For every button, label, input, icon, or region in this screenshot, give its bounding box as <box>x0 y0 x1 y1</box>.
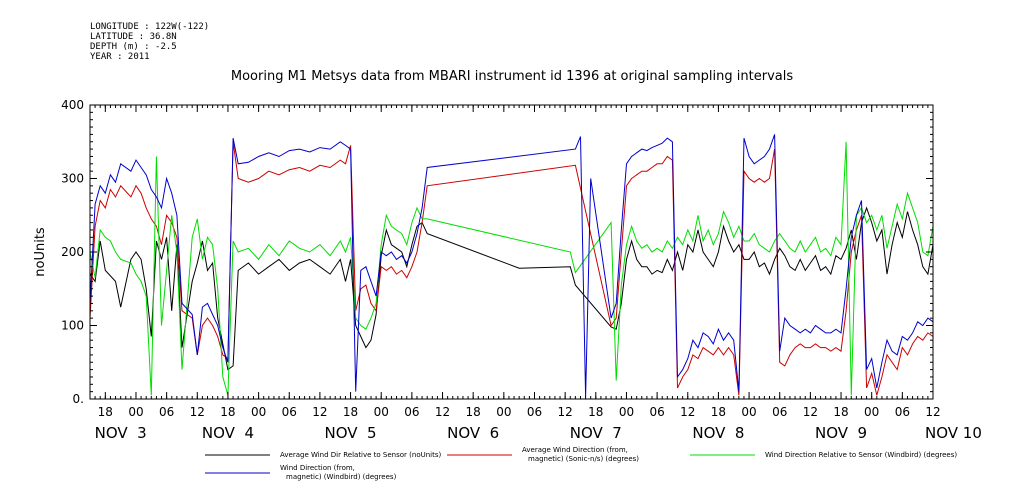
metadata-block: LONGITUDE : 122W(-122) LATITUDE : 36.8N … <box>90 22 209 62</box>
chart-title: Mooring M1 Metsys data from MBARI instru… <box>231 69 793 84</box>
legend: Average Wind Dir Relative to Sensor (noU… <box>205 446 957 481</box>
x-day-label: NOV 8 <box>692 424 744 442</box>
x-tick-label: 06 <box>772 405 787 419</box>
x-tick-label: 00 <box>496 405 511 419</box>
axes-layer: 18 00 06 12 18 00 06 12 18 00 06 12 18 00 06 12 18 00 06 12… <box>61 98 982 442</box>
x-tick-label: 12 <box>312 405 327 419</box>
x-tick-label: 18 <box>588 405 603 419</box>
x-day-label: NOV 9 <box>815 424 867 442</box>
x-day-label: NOV 3 <box>95 424 147 442</box>
x-tick-label: 12 <box>680 405 695 419</box>
y-tick-label: 100 <box>61 319 84 333</box>
x-day-label: NOV 7 <box>570 424 622 442</box>
legend-label-4: magnetic) (Windbird) (degrees) <box>286 473 397 481</box>
x-tick-label: 12 <box>558 405 573 419</box>
series-line-3 <box>89 141 934 396</box>
x-tick-label: 06 <box>527 405 542 419</box>
meta-depth: DEPTH (m) : -2.5 <box>90 42 177 52</box>
legend-label-1: Average Wind Dir Relative to Sensor (noU… <box>280 451 441 459</box>
series-layer <box>89 134 934 397</box>
y-tick-label: 300 <box>61 172 84 186</box>
x-tick-label: 18 <box>466 405 481 419</box>
legend-label-2: magnetic) (Sonic-n/s) (degrees) <box>528 455 639 463</box>
x-tick-label: 12 <box>803 405 818 419</box>
x-tick-label: 18 <box>220 405 235 419</box>
x-tick-label: 00 <box>251 405 266 419</box>
x-tick-label: 12 <box>435 405 450 419</box>
x-tick-label: 12 <box>925 405 940 419</box>
plot-frame <box>89 104 934 400</box>
x-tick-label: 06 <box>649 405 664 419</box>
y-tick-label: 200 <box>61 245 84 259</box>
meta-longitude: LONGITUDE : 122W(-122) <box>90 22 209 32</box>
meta-latitude: LATITUDE : 36.8N <box>90 32 177 42</box>
x-tick-label: 00 <box>741 405 756 419</box>
x-tick-label: 18 <box>833 405 848 419</box>
x-tick-label: 18 <box>711 405 726 419</box>
x-tick-label: 00 <box>128 405 143 419</box>
x-tick-label: 06 <box>159 405 174 419</box>
x-day-label: NOV 5 <box>325 424 377 442</box>
x-day-label: NOV 10 <box>925 424 982 442</box>
y-tick-label: 400 <box>61 98 84 112</box>
series-line-4 <box>89 134 934 397</box>
x-tick-label: 06 <box>404 405 419 419</box>
x-day-label: NOV 6 <box>447 424 499 442</box>
y-axis-label: noUnits <box>33 227 48 277</box>
meta-year: YEAR : 2011 <box>90 52 150 62</box>
x-tick-label: 00 <box>864 405 879 419</box>
x-tick-label: 18 <box>98 405 113 419</box>
y-tick-label: 0. <box>73 392 84 406</box>
x-tick-label: 06 <box>282 405 297 419</box>
legend-label-4: Wind Direction (from, <box>280 464 355 472</box>
x-tick-label: 00 <box>374 405 389 419</box>
x-day-label: NOV 4 <box>202 424 254 442</box>
x-tick-label: 18 <box>343 405 358 419</box>
legend-label-3: Wind Direction Relative to Sensor (Windb… <box>765 451 957 459</box>
x-tick-label: 12 <box>190 405 205 419</box>
x-tick-label: 00 <box>619 405 634 419</box>
series-line-1 <box>89 206 934 371</box>
series-line-2 <box>89 141 934 396</box>
x-tick-label: 06 <box>895 405 910 419</box>
legend-label-2: Average Wind Direction (from, <box>522 446 628 454</box>
